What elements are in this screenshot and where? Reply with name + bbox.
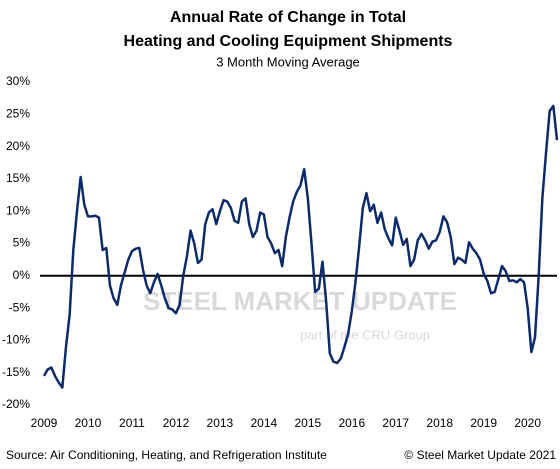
chart-title: Heating and Cooling Equipment Shipments: [124, 33, 453, 50]
y-tick-label: -20%: [2, 397, 30, 411]
data-line: [42, 104, 559, 389]
chart-title: Annual Rate of Change in Total: [170, 9, 406, 26]
x-tick-label: 2020: [514, 416, 541, 430]
x-tick-label: 2019: [470, 416, 497, 430]
x-tick-label: 2011: [119, 416, 145, 430]
chart-subtitle: 3 Month Moving Average: [216, 54, 360, 69]
y-tick-label: -15%: [2, 365, 30, 379]
x-tick-label: 2014: [251, 416, 278, 430]
y-tick-label: 15%: [6, 171, 30, 185]
copyright-note: © Steel Market Update 2021: [404, 448, 556, 462]
y-tick-label: 30%: [6, 74, 30, 88]
x-tick-label: 2009: [31, 416, 58, 430]
x-tick-label: 2013: [207, 416, 234, 430]
y-tick-label: 20%: [6, 139, 30, 153]
y-tick-label: -10%: [2, 333, 30, 347]
x-tick-label: 2015: [294, 416, 321, 430]
x-tick-label: 2010: [75, 416, 102, 430]
x-tick-label: 2012: [163, 416, 190, 430]
source-note: Source: Air Conditioning, Heating, and R…: [6, 448, 327, 462]
watermark: part of the CRU Group: [300, 327, 430, 342]
x-tick-label: 2018: [426, 416, 453, 430]
y-tick-label: 25%: [6, 106, 30, 120]
x-tick-label: 2016: [338, 416, 365, 430]
y-tick-label: 5%: [13, 236, 31, 250]
x-tick-label: 2017: [382, 416, 409, 430]
y-tick-label: -5%: [9, 300, 31, 314]
watermark: STEEL MARKET UPDATE: [143, 286, 457, 316]
y-tick-label: 10%: [6, 203, 30, 217]
y-tick-label: 0%: [13, 268, 31, 282]
